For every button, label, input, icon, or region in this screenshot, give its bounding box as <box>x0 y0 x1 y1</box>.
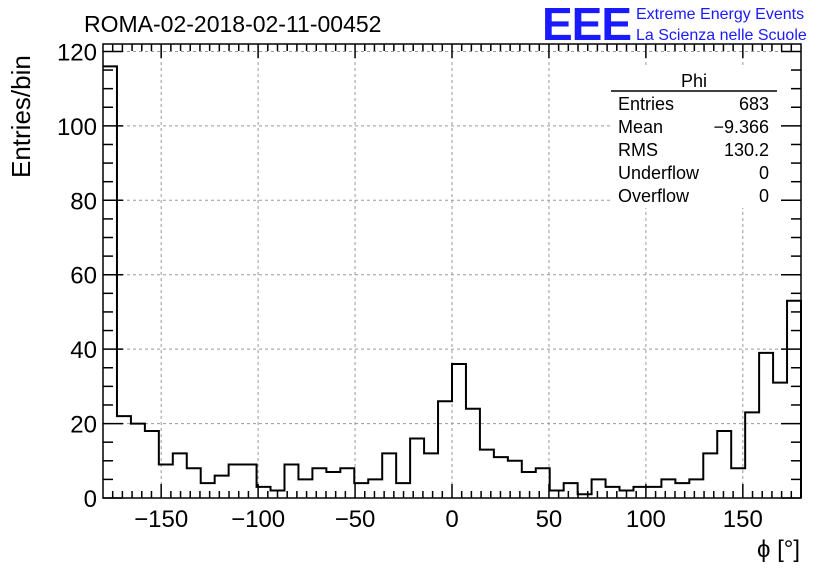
x-tick-label: 150 <box>723 506 763 533</box>
logo-line2: La Scienza nelle Scuole <box>636 27 807 44</box>
stats-value: 683 <box>739 94 769 114</box>
stats-label: Underflow <box>618 163 700 183</box>
stats-label: Entries <box>618 94 674 114</box>
x-axis-label: ϕ [°] <box>757 536 800 563</box>
x-tick-label: 100 <box>626 506 666 533</box>
x-tick-label: −150 <box>134 506 188 533</box>
y-tick-label: 0 <box>84 486 97 513</box>
x-tick-label: 50 <box>536 506 563 533</box>
stats-box: Phi Entries 683 Mean −9.366 RMS 130.2 Underflo… <box>610 66 778 208</box>
x-tick-labels: −150 −100 −50 0 50 100 150 <box>134 506 763 533</box>
stats-label: Mean <box>618 117 663 137</box>
logo-mark: EEE <box>542 0 631 50</box>
y-tick-label: 120 <box>57 39 97 66</box>
y-tick-label: 20 <box>70 412 97 439</box>
axis-ticks <box>103 44 801 499</box>
x-tick-label: −50 <box>335 506 376 533</box>
stats-value: 0 <box>759 186 769 206</box>
stats-value: 0 <box>759 163 769 183</box>
plot-frame <box>102 43 802 499</box>
histogram-outline <box>103 65 802 498</box>
stats-value: −9.366 <box>713 117 769 137</box>
stats-label: Overflow <box>618 186 690 206</box>
stats-value: 130.2 <box>724 140 769 160</box>
grid-lines <box>103 44 801 498</box>
y-tick-label: 100 <box>57 114 97 141</box>
y-tick-label: 60 <box>70 263 97 290</box>
stats-title: Phi <box>681 71 707 91</box>
chart-title: ROMA-02-2018-02-11-00452 <box>84 11 381 37</box>
y-tick-label: 40 <box>70 337 97 364</box>
y-tick-label: 80 <box>70 188 97 215</box>
y-axis-label: Entries/bin <box>6 55 36 178</box>
y-tick-labels: 0 20 40 60 80 100 120 <box>57 39 97 513</box>
x-tick-label: −100 <box>231 506 285 533</box>
logo-line1: Extreme Energy Events <box>636 6 804 23</box>
x-tick-label: 0 <box>445 506 458 533</box>
eee-logo: EEE Extreme Energy Events La Scienza nel… <box>542 0 807 50</box>
stats-label: RMS <box>618 140 658 160</box>
